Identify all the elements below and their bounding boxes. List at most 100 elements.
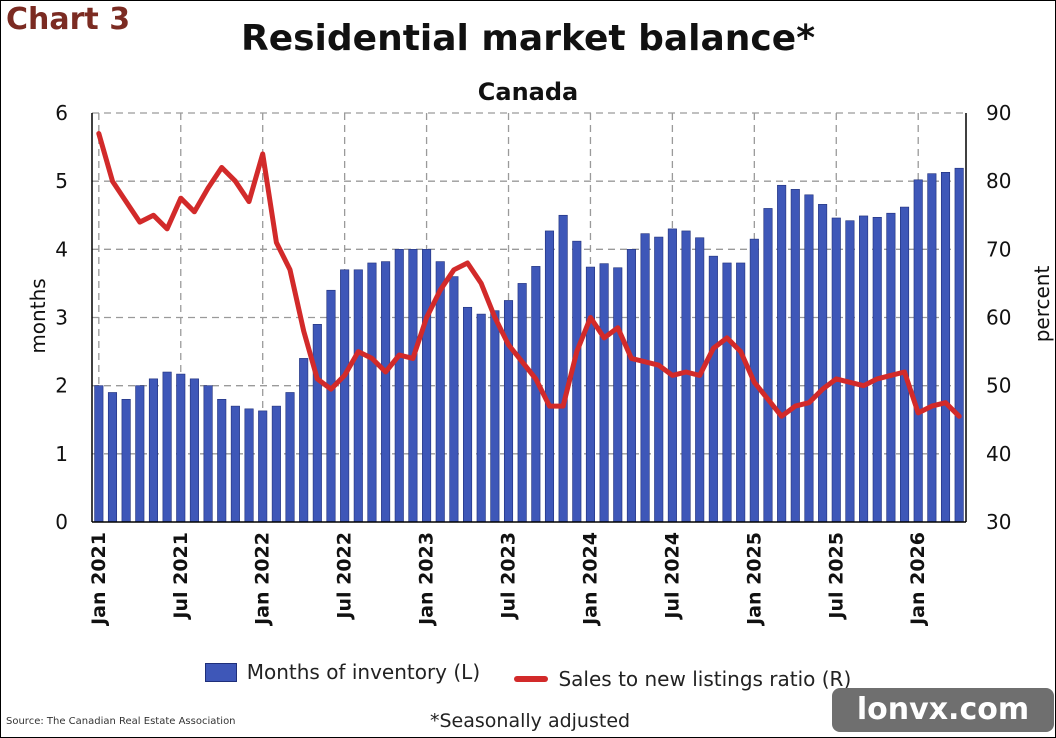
inventory-bar — [217, 398, 227, 523]
inventory-bar — [940, 172, 951, 523]
chart-title: Residential market balance* — [240, 18, 816, 59]
footnote: *Seasonally adjusted — [430, 710, 631, 732]
inventory-bar — [599, 263, 609, 523]
inventory-bar — [831, 217, 841, 523]
ratio-line — [96, 131, 962, 419]
inventory-bar — [394, 249, 404, 523]
inventory-bar — [285, 392, 295, 523]
inventory-bar — [913, 179, 923, 523]
inventory-bar — [476, 313, 486, 523]
inventory-bar — [818, 204, 828, 523]
inventory-bar — [162, 371, 172, 523]
inventory-bar — [422, 249, 432, 523]
inventory-bar — [572, 240, 582, 523]
x-tick-label: Jan 2024 — [580, 532, 602, 627]
inventory-bar — [94, 385, 104, 523]
inventory-bar — [845, 220, 855, 523]
y-tick-right: 30 — [986, 510, 1011, 534]
inventory-bar — [367, 262, 377, 523]
source-note: Source: The Canadian Real Estate Associa… — [6, 716, 236, 727]
inventory-bar — [954, 167, 964, 523]
chart-number-label: Chart 3 — [6, 2, 131, 37]
inventory-bar — [107, 392, 118, 523]
x-tick-label: Jul 2022 — [334, 532, 356, 621]
inventory-bar — [804, 194, 814, 523]
inventory-bar — [408, 249, 418, 523]
inventory-bar — [203, 385, 213, 523]
x-tick-label: Jul 2021 — [170, 532, 192, 621]
inventory-bar — [626, 249, 636, 523]
y-tick-left: 4 — [55, 237, 68, 261]
legend-label-inventory: Months of inventory (L) — [246, 660, 481, 684]
legend: Months of inventory (L) Sales to new lis… — [0, 660, 1056, 691]
inventory-bar — [258, 410, 268, 523]
inventory-bar — [244, 408, 254, 523]
inventory-bar — [736, 262, 746, 523]
y-axis-left-title: months — [26, 278, 50, 353]
inventory-bar — [531, 266, 541, 523]
x-tick-label: Jan 2021 — [88, 532, 110, 627]
y-tick-right: 70 — [986, 237, 1011, 261]
y-tick-left: 0 — [55, 510, 68, 534]
inventory-bar — [859, 215, 869, 523]
inventory-bar — [613, 267, 623, 523]
y-tick-right: 80 — [986, 169, 1011, 193]
inventory-bar — [886, 212, 896, 523]
inventory-bar — [722, 262, 732, 523]
inventory-bar — [121, 398, 131, 523]
x-tick-label: Jan 2025 — [743, 532, 765, 627]
inventory-bar — [517, 283, 527, 523]
inventory-bar — [230, 405, 240, 523]
y-tick-right: 40 — [986, 442, 1011, 466]
inventory-bar — [312, 324, 322, 523]
inventory-bar — [340, 269, 350, 523]
inventory-bar — [640, 233, 650, 523]
inventory-bar — [585, 266, 595, 523]
inventory-bar — [463, 306, 473, 523]
inventory-bar — [763, 208, 773, 523]
inventory-bar — [148, 378, 158, 523]
y-tick-right: 50 — [986, 374, 1011, 398]
legend-swatch-bar — [204, 662, 237, 682]
inventory-bar — [695, 237, 705, 523]
watermark-badge: lonvx.com — [832, 688, 1054, 732]
inventory-bar — [271, 405, 281, 523]
x-tick-label: Jul 2025 — [825, 532, 847, 621]
x-tick-label: Jan 2026 — [907, 532, 929, 627]
inventory-bar — [490, 310, 500, 523]
y-tick-left: 6 — [55, 101, 68, 125]
inventory-bar — [189, 378, 199, 523]
inventory-bar — [353, 269, 363, 523]
inventory-bar — [654, 236, 664, 523]
inventory-bar — [558, 214, 568, 523]
y-tick-left: 2 — [55, 374, 68, 398]
inventory-bar — [135, 385, 145, 523]
y-tick-left: 1 — [55, 442, 68, 466]
inventory-bar — [708, 255, 718, 523]
x-tick-label: Jan 2023 — [416, 532, 438, 627]
inventory-bar — [927, 173, 937, 523]
inventory-bar — [299, 358, 309, 523]
inventory-bar — [326, 289, 336, 523]
y-tick-left: 5 — [55, 169, 68, 193]
y-tick-right: 90 — [986, 101, 1011, 125]
inventory-bar — [449, 276, 459, 523]
legend-item-ratio: Sales to new listings ratio (R) — [514, 667, 851, 691]
inventory-bar — [872, 216, 882, 523]
x-tick-label: Jul 2024 — [661, 532, 683, 621]
x-tick-label: Jul 2023 — [498, 532, 520, 621]
legend-swatch-line — [514, 675, 549, 682]
inventory-bar — [900, 206, 910, 523]
axes — [91, 113, 967, 523]
y-axis-right-title: percent — [1030, 266, 1054, 343]
inventory-bars — [94, 167, 964, 523]
inventory-bar — [381, 261, 391, 523]
tick-labels: 0 1 2 3 4 5 6 30 40 50 60 70 80 90 Jan 2021 Jul 2021 Jan… — [55, 101, 1011, 627]
legend-label-ratio: Sales to new listings ratio (R) — [558, 666, 852, 691]
y-tick-left: 3 — [55, 306, 68, 330]
y-tick-right: 60 — [986, 306, 1011, 330]
inventory-bar — [777, 184, 787, 523]
inventory-bar — [176, 373, 186, 523]
x-tick-label: Jan 2022 — [252, 532, 274, 627]
